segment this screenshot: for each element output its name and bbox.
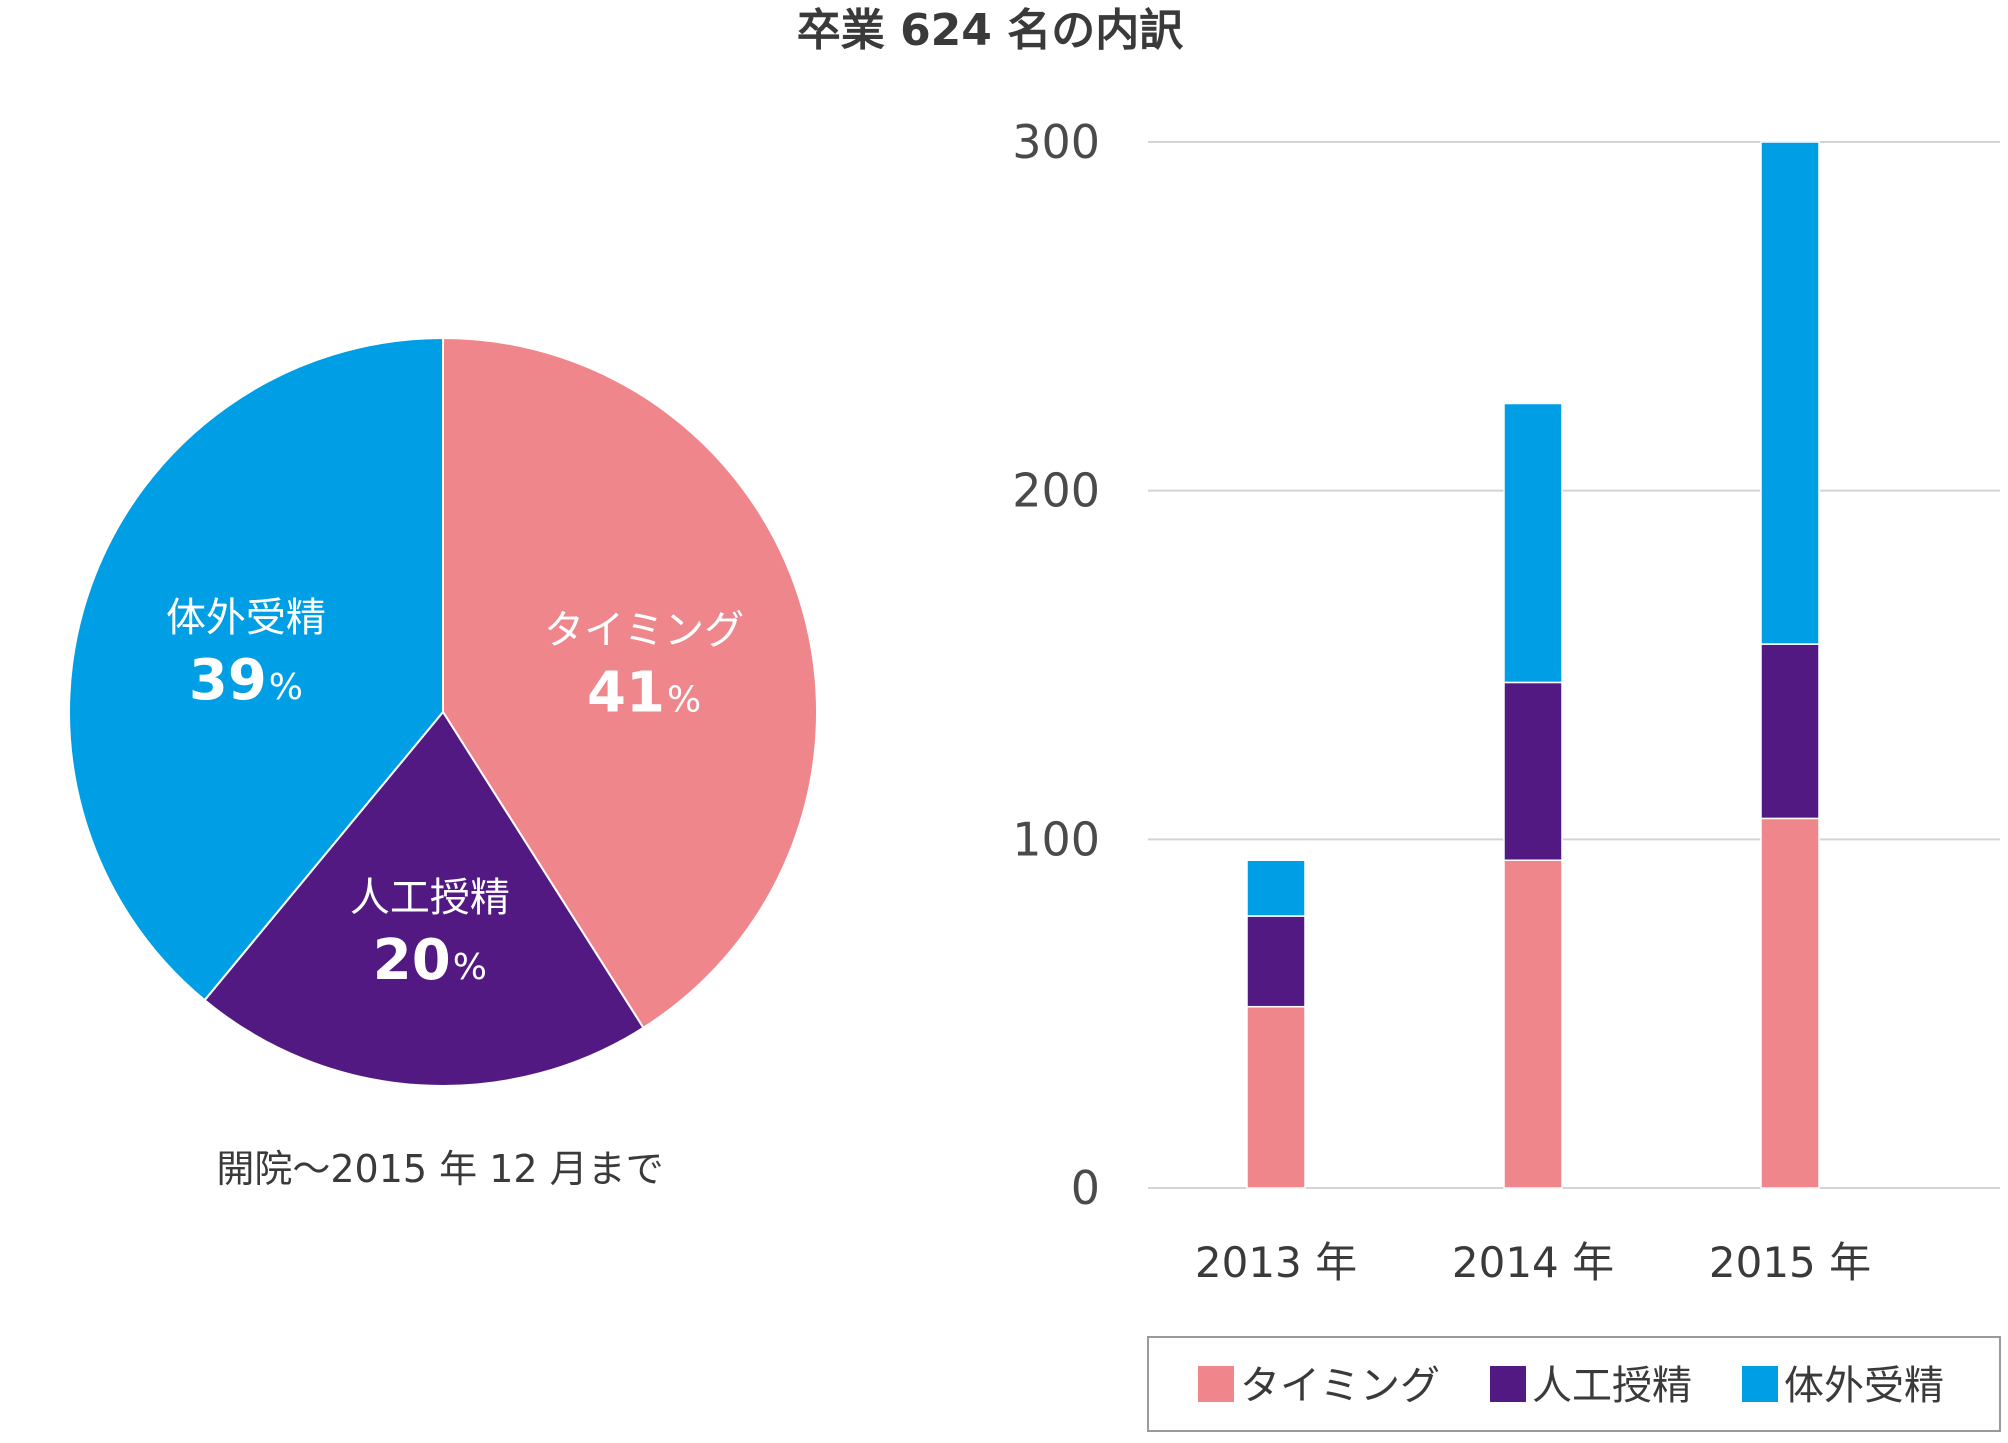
y-tick-label: 300: [1012, 115, 1100, 169]
pie-slice-1: [442, 336, 818, 1030]
bar-x-axis: 2013 年 2014 年 2015 年: [1195, 1238, 1871, 1287]
legend-label-3: 体外受精: [1784, 1363, 1944, 1409]
x-tick-label: 2013 年: [1195, 1238, 1357, 1287]
legend-label-1: タイミング: [1240, 1363, 1440, 1409]
bar-chart: [1246, 141, 1820, 1189]
y-tick-label: 200: [1012, 464, 1100, 518]
legend-swatch-1: [1198, 1366, 1234, 1402]
pie-chart: [68, 336, 818, 1087]
bar-y-axis: 0 100 200 300: [1012, 115, 1100, 1215]
pie-slice-percent-number: 20: [373, 928, 451, 993]
pie-slice-label-1: タイミング: [544, 608, 744, 654]
legend-box: [1147, 1336, 2001, 1432]
pie-slice-percent-sign: %: [667, 680, 701, 721]
bar-gridlines: [1148, 141, 2000, 1189]
pie-slice-value-1: 41%: [587, 661, 701, 726]
pie-slice-label-3: 体外受精: [166, 595, 326, 641]
legend: タイミング 人工授精 体外受精: [1198, 1363, 1944, 1409]
bar-segment-2: [1760, 643, 1820, 820]
pie-slice-2: [203, 710, 645, 1087]
pie-slice-label-2: 人工授精: [350, 875, 510, 921]
pie-slice-percent-sign: %: [453, 947, 487, 988]
legend-label-2: 人工授精: [1532, 1363, 1692, 1409]
pie-slice-percent-sign: %: [269, 667, 303, 708]
pie-slice-value-3: 39%: [189, 648, 303, 713]
legend-swatch-3: [1742, 1366, 1778, 1402]
bar-segment-2: [1246, 915, 1306, 1008]
x-tick-label: 2014 年: [1452, 1238, 1614, 1287]
y-tick-label: 100: [1012, 812, 1100, 866]
pie-slice-3: [68, 336, 444, 1002]
y-tick-label: 0: [1071, 1161, 1100, 1215]
bar-segment-2: [1503, 681, 1563, 862]
bar-segment-3: [1503, 402, 1563, 684]
pie-period-note: 開院～2015 年 12 月まで: [216, 1147, 663, 1191]
pie-slice-value-2: 20%: [373, 928, 487, 993]
bar-segment-1: [1246, 1005, 1306, 1189]
bar-segment-3: [1760, 141, 1820, 645]
legend-swatch-2: [1490, 1366, 1526, 1402]
x-tick-label: 2015 年: [1709, 1238, 1871, 1287]
pie-labels: タイミング 41% 人工授精 20% 体外受精 39%: [166, 595, 744, 993]
bar-segment-1: [1760, 817, 1820, 1189]
bar-segment-1: [1503, 859, 1563, 1189]
chart-title: 卒業 624 名の内訳: [797, 5, 1184, 56]
bar-segment-3: [1246, 859, 1306, 917]
pie-slice-percent-number: 39: [189, 648, 267, 713]
pie-slice-percent-number: 41: [587, 661, 665, 726]
